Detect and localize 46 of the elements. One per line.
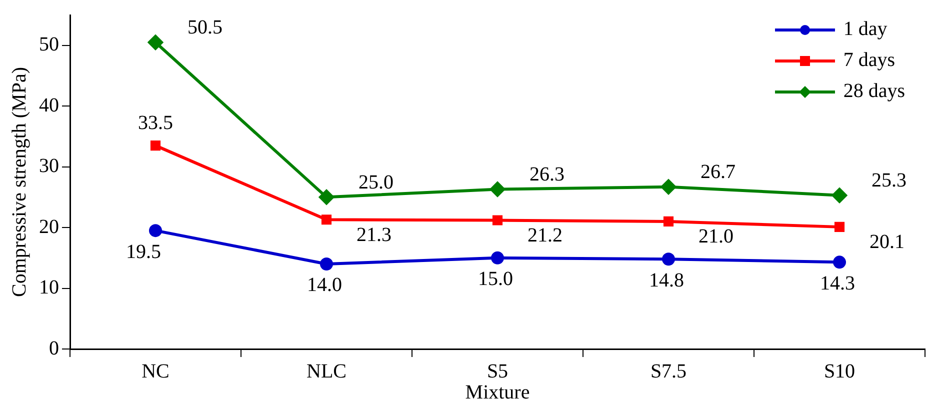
data-label: 21.0 bbox=[698, 226, 734, 248]
point bbox=[320, 257, 333, 270]
y-tick-label: 30 bbox=[39, 155, 59, 178]
data-label: 33.5 bbox=[138, 112, 173, 134]
data-label: 14.8 bbox=[649, 269, 684, 292]
legend-label: 28 days bbox=[843, 80, 905, 103]
y-tick-label: 0 bbox=[49, 337, 59, 360]
data-label: 25.3 bbox=[872, 170, 906, 192]
point bbox=[321, 214, 332, 225]
y-axis-title: Compressive strength (MPa) bbox=[8, 67, 30, 297]
data-label: 14.0 bbox=[307, 274, 342, 296]
data-label: 25.0 bbox=[358, 171, 394, 194]
legend-label: 7 days bbox=[843, 49, 895, 72]
data-label: 19.5 bbox=[126, 240, 161, 263]
point bbox=[148, 34, 163, 50]
point bbox=[663, 216, 674, 227]
point bbox=[661, 179, 676, 194]
point bbox=[662, 252, 675, 266]
x-tick-label: NC bbox=[142, 360, 170, 382]
y-tick-label: 10 bbox=[39, 276, 59, 299]
x-tick-label: S5 bbox=[486, 360, 508, 382]
y-tick-label: 50 bbox=[39, 34, 59, 56]
point bbox=[319, 190, 334, 205]
data-label: 26.7 bbox=[700, 161, 736, 184]
data-label: 15.0 bbox=[478, 268, 513, 290]
data-label: 26.3 bbox=[530, 164, 564, 186]
point bbox=[149, 224, 162, 238]
point bbox=[490, 182, 505, 197]
point bbox=[491, 251, 504, 264]
legend-label: 1 day bbox=[843, 18, 888, 41]
point bbox=[492, 215, 503, 226]
point bbox=[832, 188, 847, 203]
x-tick-label: NLC bbox=[306, 360, 346, 382]
data-label: 21.2 bbox=[528, 224, 562, 247]
x-tick-label: S10 bbox=[824, 360, 856, 382]
data-label: 50.5 bbox=[188, 16, 222, 39]
point bbox=[834, 222, 845, 232]
data-label: 21.3 bbox=[356, 224, 392, 246]
data-label: 14.3 bbox=[820, 272, 855, 294]
x-tick-label: S7.5 bbox=[650, 360, 687, 382]
y-tick-label: 40 bbox=[39, 94, 59, 116]
y-tick-label: 20 bbox=[39, 216, 59, 238]
x-axis-title: Mixture bbox=[465, 381, 530, 404]
point bbox=[150, 140, 161, 151]
point bbox=[833, 256, 846, 269]
data-label: 20.1 bbox=[870, 231, 904, 254]
